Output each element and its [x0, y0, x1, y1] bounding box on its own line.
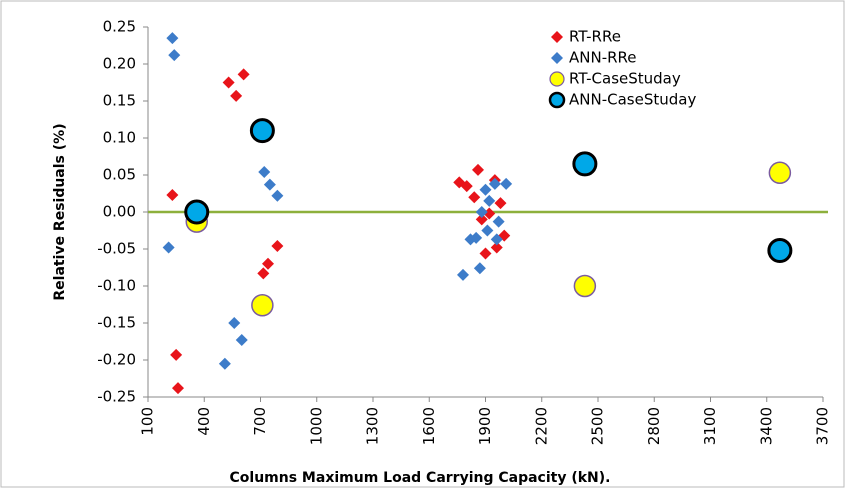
legend-label: RT-RRe	[569, 28, 621, 46]
diamond-point	[172, 382, 184, 395]
y-tick-label: 0.15	[103, 92, 136, 110]
diamond-point	[168, 49, 181, 62]
diamond-point	[166, 188, 179, 201]
diamond-point	[166, 32, 179, 45]
y-axis-title: Relative Residuals (%)	[52, 123, 68, 300]
legend-symbol	[551, 52, 563, 64]
circle-point	[251, 293, 274, 317]
legend-label: RT-CaseStuday	[569, 70, 681, 88]
diamond-point	[483, 194, 496, 207]
diamond-point	[170, 348, 183, 361]
diamond-point	[481, 224, 494, 237]
diamond-point	[263, 178, 276, 191]
diamond-point	[475, 213, 488, 226]
circle-point	[767, 237, 793, 263]
x-tick-label: 1600	[420, 407, 438, 445]
diamond-point	[494, 197, 507, 210]
diamond-point	[162, 241, 175, 254]
diamond-point	[257, 267, 270, 280]
diamond-point	[230, 89, 243, 102]
diamond-point	[228, 317, 241, 329]
legend-symbol	[551, 31, 563, 43]
diamond-point	[271, 240, 284, 253]
x-tick-label: 3100	[701, 407, 719, 445]
y-tick-label: 0.00	[103, 203, 136, 221]
diamond-point	[490, 241, 503, 254]
diamond-point	[271, 189, 284, 202]
y-tick-label: -0.05	[97, 240, 136, 258]
x-tick-label: 1900	[476, 407, 494, 445]
y-tick-label: -0.10	[97, 277, 136, 295]
diamond-point	[472, 163, 484, 176]
diamond-point	[492, 215, 505, 228]
diamond-point	[460, 180, 473, 193]
x-tick-label: 100	[139, 407, 157, 436]
x-tick-label: 1300	[364, 407, 382, 445]
diamond-point	[479, 183, 492, 196]
circle-point	[572, 151, 598, 177]
diamond-point	[262, 257, 274, 270]
diamond-point	[258, 166, 271, 179]
diamond-point	[222, 76, 235, 89]
x-tick-label: 400	[195, 407, 213, 436]
diamond-point	[483, 207, 496, 220]
x-tick-label: 2800	[645, 407, 663, 445]
legend-label: ANN-CaseStuday	[569, 91, 696, 109]
y-tick-label: -0.15	[97, 314, 136, 332]
diamond-point	[488, 177, 501, 190]
diamond-point	[237, 68, 250, 81]
y-tick-label: 0.20	[103, 55, 136, 73]
diamond-point	[490, 233, 503, 246]
x-tick-label: 1000	[307, 407, 325, 445]
diamond-point	[500, 177, 513, 190]
legend-symbol	[549, 71, 565, 87]
legend-symbol	[548, 91, 566, 109]
diamond-point	[235, 334, 248, 347]
y-tick-label: 0.10	[103, 129, 136, 147]
circle-point	[249, 118, 275, 144]
diamond-point	[479, 247, 492, 260]
x-tick-label: 3400	[757, 407, 775, 445]
x-tick-label: 2200	[532, 407, 550, 445]
circle-point	[768, 161, 792, 185]
diamond-point	[470, 231, 483, 244]
x-axis-title: Columns Maximum Load Carrying Capacity (…	[230, 470, 611, 486]
circle-point	[573, 274, 597, 298]
legend-label: ANN-RRe	[569, 49, 637, 67]
x-tick-label: 3700	[814, 407, 832, 445]
y-tick-label: -0.25	[97, 388, 136, 406]
diamond-point	[218, 357, 231, 370]
diamond-point	[475, 206, 488, 218]
diamond-point	[457, 268, 469, 281]
circle-point	[184, 199, 210, 225]
y-tick-label: 0.25	[103, 18, 136, 36]
diamond-point	[468, 191, 481, 204]
diamond-point	[473, 262, 486, 275]
y-tick-label: 0.05	[103, 166, 136, 184]
x-tick-label: 700	[251, 407, 269, 436]
x-tick-label: 2500	[589, 407, 607, 445]
y-tick-label: -0.20	[97, 351, 136, 369]
